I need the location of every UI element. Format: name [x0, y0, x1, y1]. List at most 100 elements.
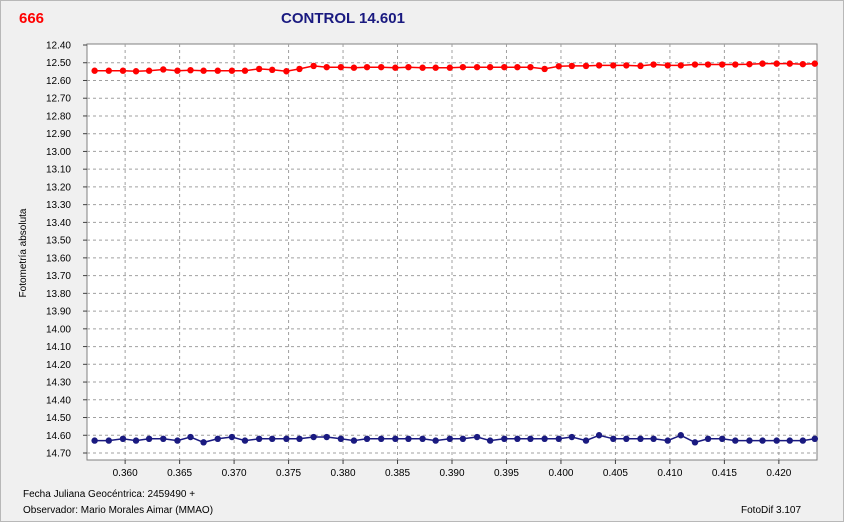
object-series-point — [568, 62, 576, 70]
object-series-point — [786, 60, 793, 67]
object-series-point — [337, 63, 345, 71]
object-series-point — [459, 63, 467, 71]
object-series-point — [145, 67, 153, 74]
y-tick-label: 12.80 — [46, 111, 71, 122]
control-series-point — [459, 435, 467, 443]
object-series-point — [623, 62, 630, 69]
object-series-point — [392, 64, 399, 71]
control-series-point — [105, 437, 112, 444]
object-series-point — [119, 67, 127, 74]
y-tick-label: 13.90 — [46, 307, 71, 318]
control-series-point — [514, 435, 521, 443]
object-series-point — [691, 61, 699, 68]
y-tick-label: 14.40 — [46, 395, 71, 406]
y-tick-label: 12.40 — [46, 41, 71, 52]
object-series-point — [582, 62, 590, 70]
control-series-point — [473, 433, 481, 441]
control-series-point — [568, 433, 576, 441]
y-tick-label: 14.50 — [46, 413, 71, 424]
object-series-point — [310, 62, 317, 70]
y-tick-label: 13.00 — [46, 147, 71, 158]
x-tick-label: 0.360 — [113, 468, 138, 479]
object-id-title: 666 — [19, 10, 45, 27]
control-series-point — [746, 437, 753, 444]
y-tick-labels: 12.40 12.50 12.60 12.70 12.80 12.90 13.00 13.10… — [46, 41, 71, 460]
x-tick-label: 0.400 — [548, 468, 573, 479]
control-series-point — [595, 432, 603, 439]
control-series-point — [228, 433, 236, 441]
y-tick-label: 13.60 — [46, 253, 71, 264]
object-series-point — [350, 64, 358, 71]
y-tick-label: 12.90 — [46, 129, 71, 140]
object-series-point — [255, 65, 263, 73]
control-series-point — [486, 437, 494, 444]
julian-date-label: Fecha Juliana Geocéntrica: 2459490 + — [23, 489, 196, 500]
object-series-point — [746, 60, 753, 68]
object-series-point — [200, 67, 207, 74]
y-tick-label: 12.70 — [46, 94, 71, 105]
object-series-point — [296, 65, 303, 73]
object-series-point — [732, 61, 739, 68]
control-series-point — [377, 435, 385, 443]
control-series-point — [811, 435, 819, 443]
control-series-point — [269, 435, 276, 443]
observer-label: Observador: Mario Morales Aimar (MMAO) — [23, 505, 214, 516]
y-axis-label: Fotometría absoluta — [18, 208, 29, 297]
control-series-point — [446, 435, 454, 443]
control-series-point — [501, 435, 508, 443]
control-series-point — [677, 432, 685, 439]
object-series-point — [241, 67, 249, 74]
object-series-point — [105, 67, 112, 74]
object-series-point — [514, 63, 521, 71]
control-series-point — [527, 435, 534, 443]
x-tick-label: 0.420 — [766, 468, 791, 479]
y-tick-label: 14.30 — [46, 378, 71, 389]
object-series-point — [419, 64, 426, 71]
y-tick-label: 13.30 — [46, 200, 71, 211]
control-series-point — [555, 435, 562, 443]
control-series-point — [91, 437, 98, 444]
control-series-point — [283, 435, 290, 443]
object-series-point — [527, 63, 534, 71]
object-series-point — [811, 60, 819, 67]
control-series-point — [637, 435, 644, 443]
control-series-point — [145, 435, 153, 443]
control-series-point — [132, 437, 140, 444]
control-series-point — [541, 435, 548, 443]
control-series-point — [759, 437, 766, 444]
object-series-point — [363, 63, 371, 71]
plot-area — [86, 43, 818, 461]
control-series-point — [786, 437, 793, 444]
x-tick-label: 0.415 — [712, 468, 737, 479]
control-series-point — [623, 435, 630, 443]
control-series-point — [350, 437, 358, 444]
x-tick-label: 0.380 — [331, 468, 356, 479]
y-tick-label: 13.20 — [46, 182, 71, 193]
object-series-point — [214, 67, 221, 74]
control-series-point — [174, 437, 181, 444]
control-series-point — [799, 437, 807, 444]
y-tick-label: 13.80 — [46, 289, 71, 300]
control-series-point — [119, 435, 127, 443]
control-series-point — [704, 435, 712, 443]
y-tick-label: 13.70 — [46, 271, 71, 282]
control-series-point — [296, 435, 303, 443]
object-series-point — [555, 63, 562, 70]
control-series-point — [200, 439, 207, 446]
x-tick-label: 0.370 — [222, 468, 247, 479]
control-series-point — [432, 437, 439, 444]
x-tick-label: 0.385 — [385, 468, 410, 479]
control-series-point — [214, 435, 221, 443]
object-series-point — [610, 62, 617, 69]
control-series-point — [255, 435, 263, 443]
control-series-point — [732, 437, 739, 444]
data-series — [91, 60, 819, 446]
control-series-point — [323, 433, 330, 441]
object-series-point — [377, 63, 385, 71]
control-series-point — [664, 437, 671, 444]
object-series-point — [269, 66, 276, 74]
control-series-point — [610, 435, 617, 443]
object-series-point — [650, 61, 657, 68]
object-series-point — [132, 68, 140, 75]
object-series-point — [677, 62, 685, 69]
